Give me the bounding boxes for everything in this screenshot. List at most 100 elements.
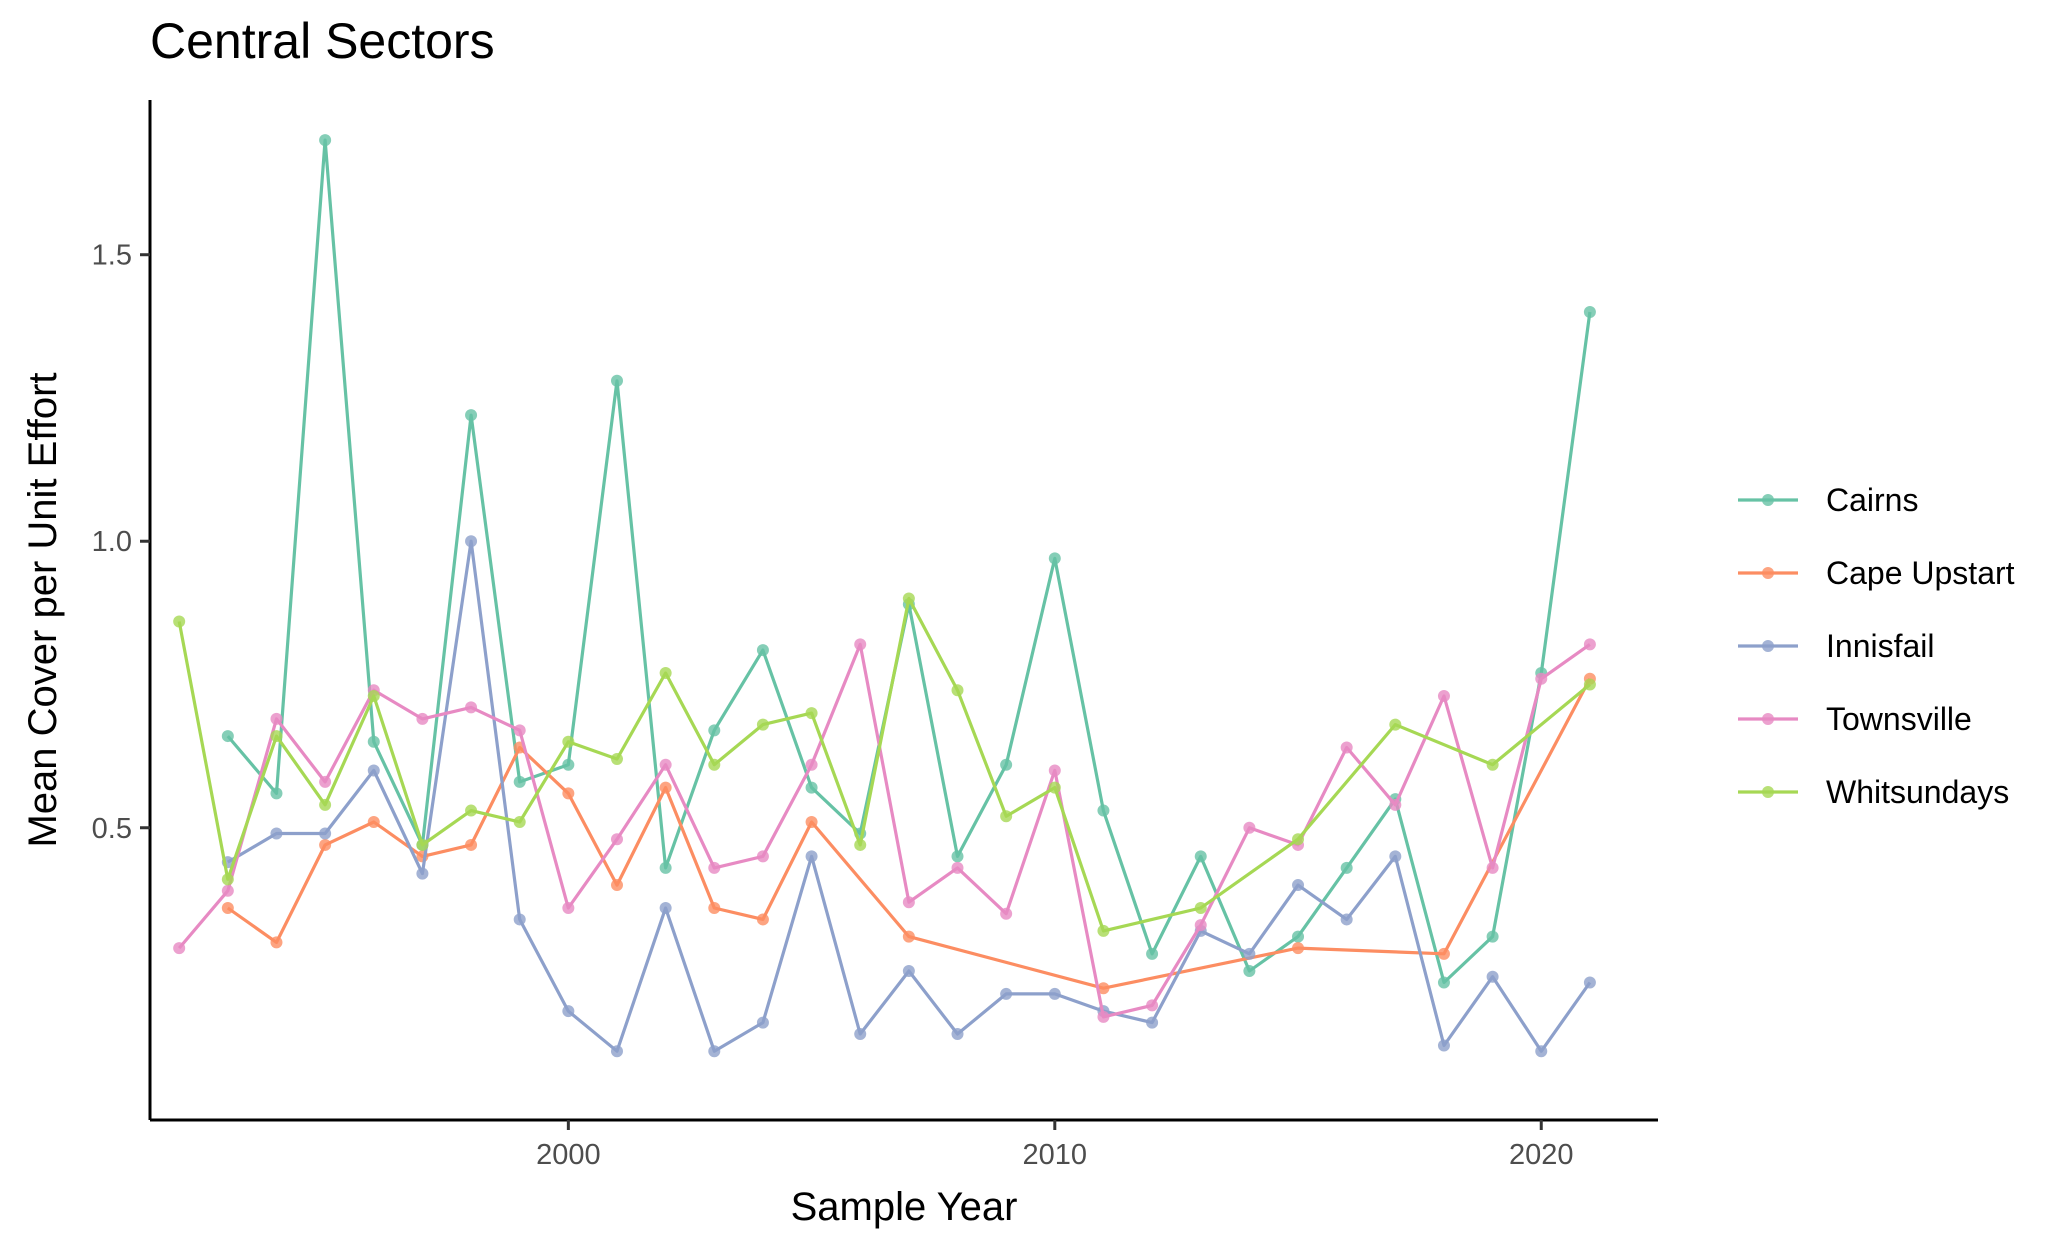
data-point xyxy=(951,861,964,874)
series-cape-upstart xyxy=(221,672,1596,995)
data-point xyxy=(270,730,283,743)
data-point xyxy=(465,535,478,548)
data-point xyxy=(1146,947,1159,960)
data-point xyxy=(756,850,769,863)
data-point xyxy=(610,833,623,846)
data-point xyxy=(367,689,380,702)
legend-label: Cape Upstart xyxy=(1826,555,2015,591)
legend-item-innisfail: Innisfail xyxy=(1738,628,1935,664)
data-point xyxy=(708,861,721,874)
legend-item-cape-upstart: Cape Upstart xyxy=(1738,555,2015,591)
data-point xyxy=(367,764,380,777)
data-point xyxy=(270,787,283,800)
series-line-cape-upstart xyxy=(226,678,1592,990)
data-point xyxy=(270,936,283,949)
data-point xyxy=(805,758,818,771)
data-point xyxy=(319,827,332,840)
x-tick-label: 2010 xyxy=(1023,1139,1088,1171)
data-point xyxy=(1389,850,1402,863)
data-point xyxy=(610,752,623,765)
legend-label: Cairns xyxy=(1826,482,1918,518)
data-point xyxy=(562,787,575,800)
data-point xyxy=(756,913,769,926)
x-axis-title: Sample Year xyxy=(791,1185,1018,1229)
legend-label: Whitsundays xyxy=(1826,774,2009,810)
data-point xyxy=(1389,798,1402,811)
data-point xyxy=(1243,965,1256,978)
data-point xyxy=(854,638,867,651)
data-point xyxy=(513,724,526,737)
data-point xyxy=(1000,987,1013,1000)
data-point xyxy=(1097,804,1110,817)
data-point xyxy=(221,873,234,886)
data-point xyxy=(562,1005,575,1018)
data-point xyxy=(902,592,915,605)
data-point xyxy=(610,879,623,892)
data-point xyxy=(854,838,867,851)
data-point xyxy=(1437,976,1450,989)
data-point xyxy=(1535,672,1548,685)
data-point xyxy=(319,838,332,851)
data-point xyxy=(1243,947,1256,960)
data-point xyxy=(416,838,429,851)
data-point xyxy=(513,913,526,926)
data-point xyxy=(1340,741,1353,754)
data-point xyxy=(562,758,575,771)
data-point xyxy=(1194,850,1207,863)
data-point xyxy=(465,804,478,817)
data-point xyxy=(173,615,186,628)
data-point xyxy=(1486,758,1499,771)
data-point xyxy=(854,1028,867,1041)
legend-item-whitsundays: Whitsundays xyxy=(1738,774,2009,810)
data-point xyxy=(951,850,964,863)
data-point xyxy=(902,965,915,978)
data-point xyxy=(465,838,478,851)
data-point xyxy=(1048,987,1061,1000)
data-point xyxy=(1243,821,1256,834)
data-point xyxy=(951,684,964,697)
legend-key-point xyxy=(1762,713,1774,725)
data-point xyxy=(465,701,478,714)
data-point xyxy=(1000,907,1013,920)
legend-item-townsville: Townsville xyxy=(1738,701,1972,737)
data-point xyxy=(173,942,186,955)
data-point xyxy=(319,134,332,147)
x-axis-ticks: 2000 2010 2020 xyxy=(536,1120,1574,1171)
y-axis-ticks: 0.5 1.0 1.5 xyxy=(92,240,150,845)
data-point xyxy=(708,758,721,771)
data-point xyxy=(319,798,332,811)
data-point xyxy=(1292,930,1305,943)
data-point xyxy=(1097,1010,1110,1023)
data-point xyxy=(1292,833,1305,846)
data-point xyxy=(1486,930,1499,943)
data-point xyxy=(562,735,575,748)
data-point xyxy=(367,816,380,829)
legend-key-point xyxy=(1762,786,1774,798)
data-point xyxy=(562,901,575,914)
data-point xyxy=(1048,552,1061,565)
y-tick-label: 0.5 xyxy=(92,813,132,845)
data-point xyxy=(805,707,818,720)
legend-label: Townsville xyxy=(1826,701,1972,737)
data-point xyxy=(951,1028,964,1041)
legend-key-point xyxy=(1762,567,1774,579)
data-point xyxy=(221,901,234,914)
y-tick-label: 1.5 xyxy=(92,240,132,272)
data-point xyxy=(708,724,721,737)
data-point xyxy=(1146,999,1159,1012)
series-townsville xyxy=(173,638,1596,1023)
data-point xyxy=(610,1045,623,1058)
data-point xyxy=(513,775,526,788)
data-point xyxy=(1583,306,1596,319)
data-point xyxy=(805,781,818,794)
data-point xyxy=(1486,861,1499,874)
data-point xyxy=(270,827,283,840)
data-point xyxy=(1000,810,1013,823)
data-point xyxy=(805,816,818,829)
legend-key-point xyxy=(1762,640,1774,652)
legend-item-cairns: Cairns xyxy=(1738,482,1918,518)
data-point xyxy=(1097,924,1110,937)
data-point xyxy=(902,896,915,909)
data-point xyxy=(902,930,915,943)
